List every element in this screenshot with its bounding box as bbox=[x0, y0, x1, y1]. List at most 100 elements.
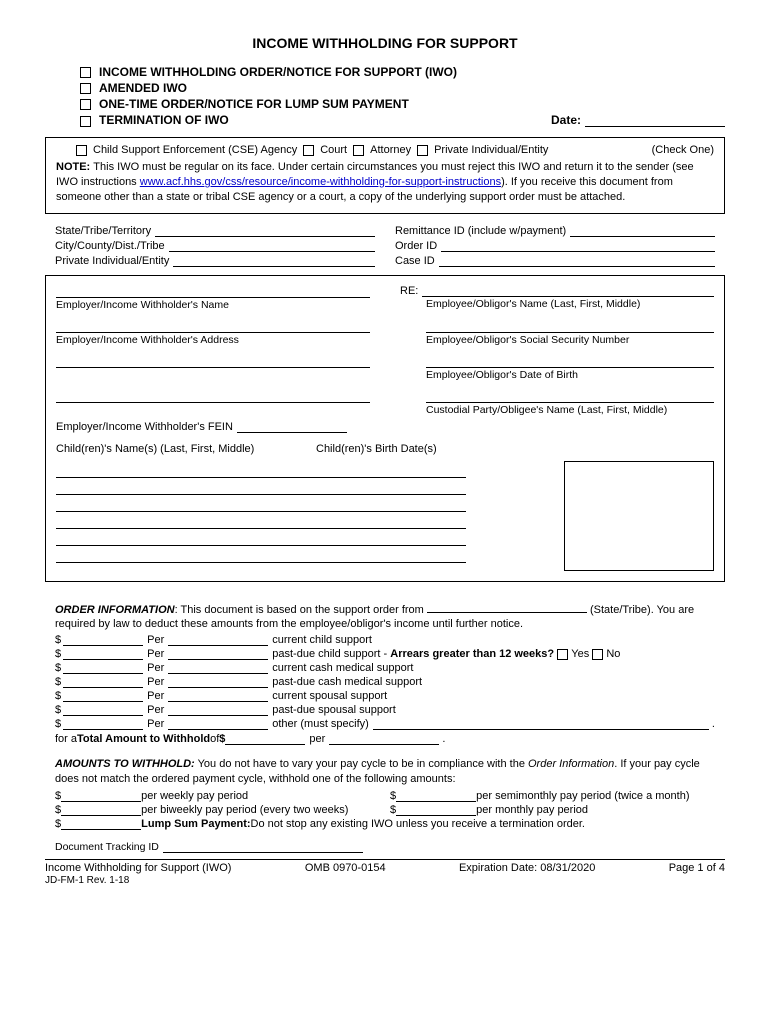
checkbox-cse[interactable] bbox=[76, 145, 87, 156]
doctrack-field[interactable] bbox=[163, 840, 363, 853]
date-label: Date: bbox=[551, 113, 581, 127]
amt-4[interactable] bbox=[63, 675, 143, 688]
employer-name-label: Employer/Income Withholder's Name bbox=[56, 299, 370, 311]
per-2[interactable] bbox=[168, 647, 268, 660]
amt-1[interactable] bbox=[63, 633, 143, 646]
custodial-name-label: Custodial Party/Obligee's Name (Last, Fi… bbox=[426, 404, 714, 416]
per-6[interactable] bbox=[168, 703, 268, 716]
obligor-name-label: Employee/Obligor's Name (Last, First, Mi… bbox=[426, 298, 714, 310]
amounts-section: AMOUNTS TO WITHHOLD: You do not have to … bbox=[55, 757, 715, 830]
child-name-2[interactable] bbox=[56, 478, 316, 495]
amt-7[interactable] bbox=[63, 717, 143, 730]
per-5[interactable] bbox=[168, 689, 268, 702]
child-name-6[interactable] bbox=[56, 546, 316, 563]
child-date-6[interactable] bbox=[316, 546, 466, 563]
state-label: State/Tribe/Territory bbox=[55, 225, 151, 237]
amt-2[interactable] bbox=[63, 647, 143, 660]
biweekly-field[interactable] bbox=[61, 803, 141, 816]
checkbox-arrears-yes[interactable] bbox=[557, 649, 568, 660]
child-name-4[interactable] bbox=[56, 512, 316, 529]
custodial-name-field[interactable] bbox=[426, 389, 714, 403]
private-label: Private Individual/Entity bbox=[55, 255, 169, 267]
city-field[interactable] bbox=[169, 239, 375, 252]
label-cse: Child Support Enforcement (CSE) Agency bbox=[93, 144, 297, 156]
page-title: INCOME WITHHOLDING FOR SUPPORT bbox=[45, 35, 725, 51]
parties-box: Employer/Income Withholder's Name RE: Em… bbox=[45, 275, 725, 582]
case-id-field[interactable] bbox=[439, 254, 715, 267]
doctrack-label: Document Tracking ID bbox=[55, 841, 159, 853]
checkbox-attorney[interactable] bbox=[353, 145, 364, 156]
obligor-dob-field[interactable] bbox=[426, 354, 714, 368]
lump-field[interactable] bbox=[61, 817, 141, 830]
order-id-field[interactable] bbox=[441, 239, 715, 252]
footer-right: Expiration Date: 08/31/2020 bbox=[459, 862, 595, 874]
id-grid: State/Tribe/Territory Remittance ID (inc… bbox=[55, 224, 715, 267]
checkbox-termination[interactable] bbox=[80, 116, 91, 127]
child-date-5[interactable] bbox=[316, 529, 466, 546]
label-amended: AMENDED IWO bbox=[99, 81, 187, 95]
child-dates-label: Child(ren)'s Birth Date(s) bbox=[316, 443, 437, 455]
checkbox-iwo[interactable] bbox=[80, 67, 91, 78]
remit-label: Remittance ID (include w/payment) bbox=[395, 225, 566, 237]
label-attorney: Attorney bbox=[370, 144, 411, 156]
employer-addr3-field[interactable] bbox=[56, 389, 370, 403]
label-iwo: INCOME WITHHOLDING ORDER/NOTICE FOR SUPP… bbox=[99, 65, 457, 79]
note-text: NOTE: This IWO must be regular on its fa… bbox=[56, 160, 714, 205]
label-termination: TERMINATION OF IWO bbox=[99, 113, 229, 127]
label-onetime: ONE-TIME ORDER/NOTICE FOR LUMP SUM PAYME… bbox=[99, 97, 409, 111]
child-date-3[interactable] bbox=[316, 495, 466, 512]
child-name-1[interactable] bbox=[56, 461, 316, 478]
child-names-label: Child(ren)'s Name(s) (Last, First, Middl… bbox=[56, 443, 316, 455]
case-id-label: Case ID bbox=[395, 255, 435, 267]
footer-page: Page 1 of 4 bbox=[669, 862, 725, 874]
checkbox-private[interactable] bbox=[417, 145, 428, 156]
amt-6[interactable] bbox=[63, 703, 143, 716]
label-private: Private Individual/Entity bbox=[434, 144, 548, 156]
per-4[interactable] bbox=[168, 675, 268, 688]
employer-addr-field[interactable] bbox=[56, 319, 370, 333]
child-date-2[interactable] bbox=[316, 478, 466, 495]
obligor-dob-label: Employee/Obligor's Date of Birth bbox=[426, 369, 714, 381]
private-field[interactable] bbox=[173, 254, 375, 267]
amt-3[interactable] bbox=[63, 661, 143, 674]
checkbox-onetime[interactable] bbox=[80, 99, 91, 110]
child-name-5[interactable] bbox=[56, 529, 316, 546]
employer-addr-label: Employer/Income Withholder's Address bbox=[56, 334, 370, 346]
remit-field[interactable] bbox=[570, 224, 715, 237]
weekly-field[interactable] bbox=[61, 789, 141, 802]
top-options: INCOME WITHHOLDING ORDER/NOTICE FOR SUPP… bbox=[80, 65, 725, 127]
checkbox-court[interactable] bbox=[303, 145, 314, 156]
support-order-from-field[interactable] bbox=[427, 600, 587, 613]
city-label: City/County/Dist./Tribe bbox=[55, 240, 165, 252]
child-name-3[interactable] bbox=[56, 495, 316, 512]
semimonthly-field[interactable] bbox=[396, 789, 476, 802]
monthly-field[interactable] bbox=[396, 803, 476, 816]
instructions-link[interactable]: www.acf.hhs.gov/css/resource/income-with… bbox=[140, 176, 501, 188]
employer-fein-field[interactable] bbox=[237, 420, 347, 433]
footer-divider bbox=[45, 859, 725, 860]
checkbox-arrears-no[interactable] bbox=[592, 649, 603, 660]
child-date-4[interactable] bbox=[316, 512, 466, 529]
employer-fein-label: Employer/Income Withholder's FEIN bbox=[56, 421, 233, 433]
obligor-ssn-field[interactable] bbox=[426, 319, 714, 333]
employer-addr2-field[interactable] bbox=[56, 354, 370, 368]
checkbox-amended[interactable] bbox=[80, 83, 91, 94]
footer-center: OMB 0970-0154 bbox=[305, 862, 386, 874]
re-label: RE: bbox=[400, 285, 418, 297]
date-field[interactable] bbox=[585, 114, 725, 127]
state-field[interactable] bbox=[155, 224, 375, 237]
total-amount-field[interactable] bbox=[225, 732, 305, 745]
obligor-name-field[interactable] bbox=[422, 284, 714, 297]
total-per-field[interactable] bbox=[329, 732, 439, 745]
employer-name-field[interactable] bbox=[56, 284, 370, 298]
other-specify-field[interactable] bbox=[373, 717, 709, 730]
amt-5[interactable] bbox=[63, 689, 143, 702]
sender-type-box: Child Support Enforcement (CSE) Agency C… bbox=[45, 137, 725, 214]
footer-form-id: JD-FM-1 Rev. 1-18 bbox=[45, 875, 725, 886]
per-3[interactable] bbox=[168, 661, 268, 674]
order-id-label: Order ID bbox=[395, 240, 437, 252]
per-7[interactable] bbox=[168, 717, 268, 730]
amounts-label: AMOUNTS TO WITHHOLD: bbox=[55, 758, 195, 770]
child-date-1[interactable] bbox=[316, 461, 466, 478]
per-1[interactable] bbox=[168, 633, 268, 646]
